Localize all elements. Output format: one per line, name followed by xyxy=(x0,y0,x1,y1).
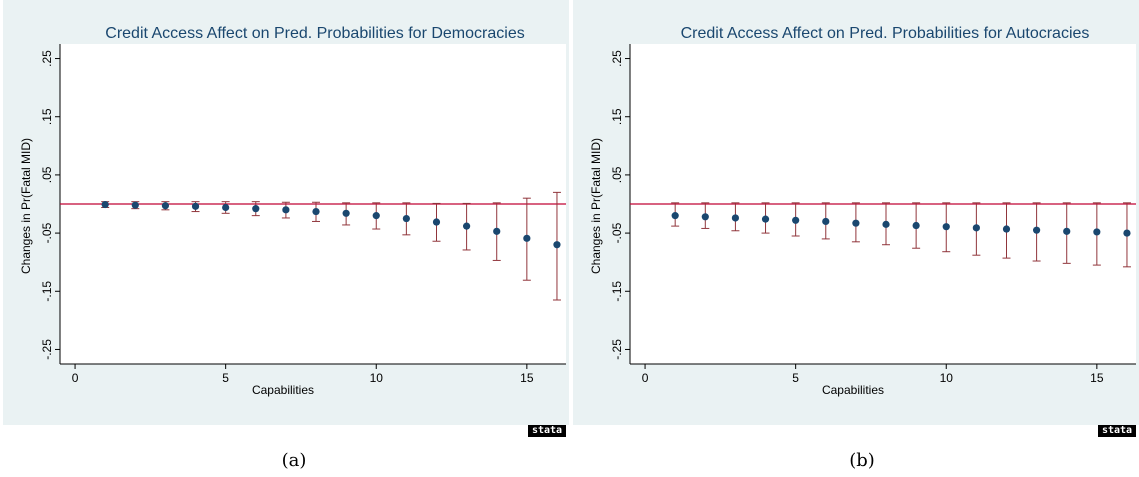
data-point xyxy=(912,221,920,230)
data-point xyxy=(792,216,800,224)
y-tick-label: .15 xyxy=(610,108,624,125)
stata-logo: stata xyxy=(528,425,566,437)
data-point xyxy=(312,207,320,216)
chart-title: Credit Access Affect on Pred. Probabilit… xyxy=(105,25,524,42)
y-axis-label: Changes in Pr(Fatal MID) xyxy=(19,138,33,274)
data-point xyxy=(731,214,740,222)
x-tick-label: 10 xyxy=(370,371,384,385)
y-tick-label: .25 xyxy=(40,50,54,67)
y-tick-label: .15 xyxy=(40,108,54,125)
data-point xyxy=(342,209,350,217)
data-point xyxy=(1123,229,1131,237)
y-axis-label: Changes in Pr(Fatal MID) xyxy=(589,138,603,274)
data-point xyxy=(1002,225,1011,233)
chart-democracies: Credit Access Affect on Pred. Probabilit… xyxy=(19,25,566,397)
data-point xyxy=(1093,228,1101,236)
x-tick-label: 15 xyxy=(520,371,534,385)
data-point xyxy=(1033,226,1041,234)
data-point xyxy=(1063,227,1071,235)
x-tick-label: 10 xyxy=(940,371,954,385)
y-tick-label: .05 xyxy=(610,166,624,183)
data-point xyxy=(463,222,471,230)
stata-logo: stata xyxy=(1098,425,1136,437)
x-axis-label: Capabilities xyxy=(822,383,884,397)
data-point xyxy=(493,227,501,235)
data-point xyxy=(372,212,380,220)
data-point xyxy=(252,205,260,213)
data-point xyxy=(282,206,290,214)
data-point xyxy=(161,202,170,210)
chart-panel-autocracies: Credit Access Affect on Pred. Probabilit… xyxy=(573,0,1139,425)
data-point xyxy=(822,217,830,226)
chart-autocracies: Credit Access Affect on Pred. Probabilit… xyxy=(589,25,1136,397)
x-tick-label: 5 xyxy=(792,371,799,385)
data-point xyxy=(852,219,860,227)
data-point xyxy=(882,220,890,228)
y-tick-label: -.25 xyxy=(40,339,54,360)
data-point xyxy=(523,234,531,242)
data-point xyxy=(942,223,950,231)
y-tick-label: -.05 xyxy=(40,222,54,243)
y-tick-label: .25 xyxy=(610,50,624,67)
data-point xyxy=(222,203,230,212)
chart-panel-democracies: Credit Access Affect on Pred. Probabilit… xyxy=(3,0,569,425)
y-tick-label: .05 xyxy=(40,166,54,183)
x-axis-label: Capabilities xyxy=(252,383,314,397)
data-point xyxy=(191,202,200,210)
data-point xyxy=(972,224,980,232)
data-point xyxy=(432,218,441,226)
data-point xyxy=(101,200,109,209)
y-tick-label: -.15 xyxy=(610,281,624,302)
x-tick-label: 0 xyxy=(642,371,649,385)
caption-b: (b) xyxy=(849,450,875,471)
x-tick-label: 0 xyxy=(72,371,79,385)
x-tick-label: 15 xyxy=(1090,371,1104,385)
data-point xyxy=(761,215,770,223)
data-point xyxy=(553,241,561,249)
data-point xyxy=(402,214,410,223)
data-point xyxy=(131,201,139,209)
chart-title: Credit Access Affect on Pred. Probabilit… xyxy=(681,25,1090,42)
caption-a: (a) xyxy=(281,450,307,471)
y-tick-label: -.05 xyxy=(610,222,624,243)
data-point xyxy=(671,212,679,220)
x-tick-label: 5 xyxy=(222,371,229,385)
y-tick-label: -.15 xyxy=(40,281,54,302)
data-point xyxy=(701,213,709,221)
y-tick-label: -.25 xyxy=(610,339,624,360)
